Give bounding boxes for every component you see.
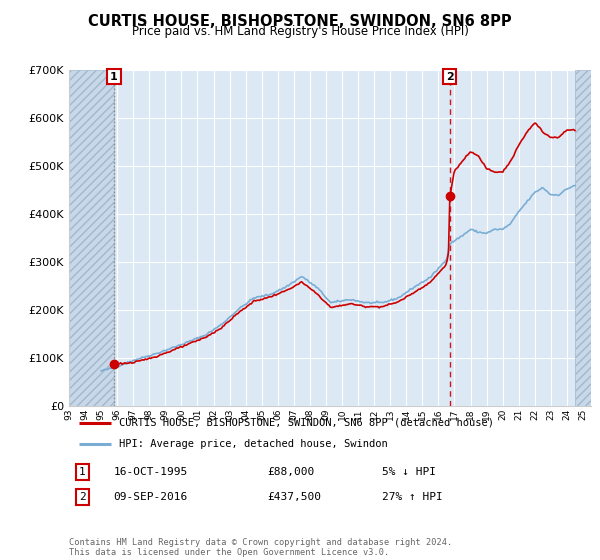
Text: 16-OCT-1995: 16-OCT-1995 [113,467,188,477]
Text: 1: 1 [110,72,118,82]
Text: Price paid vs. HM Land Registry's House Price Index (HPI): Price paid vs. HM Land Registry's House … [131,25,469,38]
Text: £437,500: £437,500 [268,492,322,502]
Text: £88,000: £88,000 [268,467,314,477]
Text: CURTIS HOUSE, BISHOPSTONE, SWINDON, SN6 8PP (detached house): CURTIS HOUSE, BISHOPSTONE, SWINDON, SN6 … [119,418,494,428]
Text: 09-SEP-2016: 09-SEP-2016 [113,492,188,502]
Text: HPI: Average price, detached house, Swindon: HPI: Average price, detached house, Swin… [119,439,388,449]
Bar [575,70,591,406]
Text: CURTIS HOUSE, BISHOPSTONE, SWINDON, SN6 8PP: CURTIS HOUSE, BISHOPSTONE, SWINDON, SN6 … [88,14,512,29]
Text: 27% ↑ HPI: 27% ↑ HPI [382,492,443,502]
Text: 5% ↓ HPI: 5% ↓ HPI [382,467,436,477]
Text: 2: 2 [79,492,85,502]
Bar [69,70,114,406]
Text: 1: 1 [79,467,85,477]
Text: Contains HM Land Registry data © Crown copyright and database right 2024.
This d: Contains HM Land Registry data © Crown c… [69,538,452,557]
Text: 2: 2 [446,72,454,82]
